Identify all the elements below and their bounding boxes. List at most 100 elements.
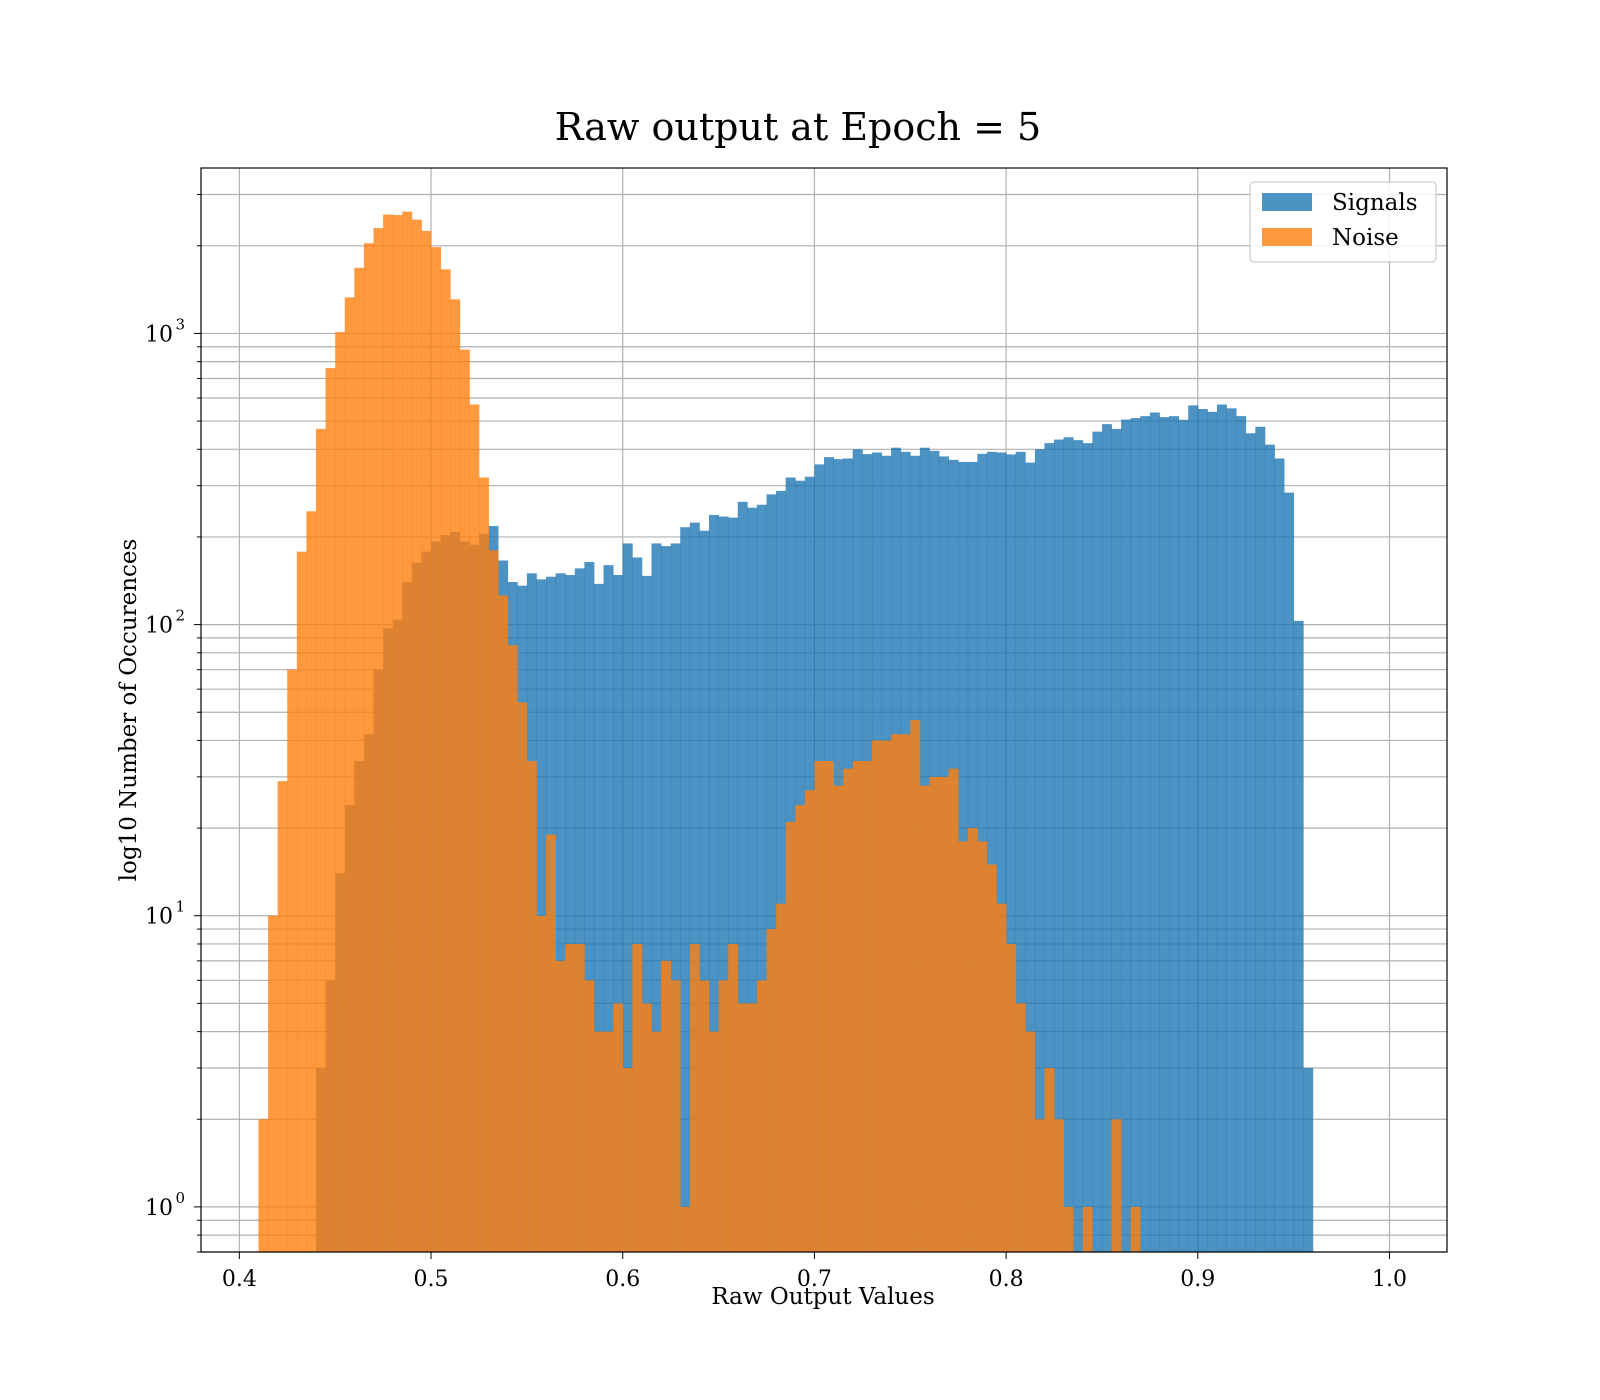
bar-signals [1149,412,1160,1252]
bar-signals [613,575,624,1252]
bar-noise [1015,1003,1026,1252]
bar-noise [507,645,518,1252]
bar-noise [795,805,806,1252]
x-tick-label: 0.9 [1180,1267,1215,1292]
histogram-bars [258,211,1314,1253]
bar-noise [450,299,461,1252]
y-tick-label-exponent: 3 [175,315,185,333]
bar-noise [680,1206,691,1252]
y-tick-label-exponent: 0 [175,1189,185,1207]
bar-signals [986,451,997,1252]
bar-noise [392,215,403,1252]
bar-signals [1178,419,1189,1253]
bar-noise [555,960,566,1252]
bar-noise [536,915,547,1252]
bar-noise [421,230,432,1253]
bar-noise [411,219,422,1252]
bar-signals [737,501,748,1252]
bar-noise [977,841,988,1252]
bar-signals [1130,418,1141,1252]
bar-signals [1034,449,1045,1252]
bar-noise [718,980,729,1252]
plot-frame [200,167,1448,1253]
bar-signals [603,565,614,1252]
bar-noise [268,915,279,1252]
bar-signals [574,568,585,1252]
bar-noise [708,1031,719,1252]
bar-signals [1073,440,1084,1252]
bar-noise [881,740,892,1252]
bar-noise [958,841,969,1252]
bar-signals [728,517,739,1252]
bar-noise [287,669,298,1252]
bar-noise [824,761,834,1252]
bar-signals [1169,416,1180,1252]
bar-noise [804,790,815,1252]
bar-noise [871,740,882,1252]
bar-noise [1063,1206,1074,1252]
bar-noise [440,269,451,1252]
bar-noise [766,929,777,1252]
bar-signals [1025,462,1036,1252]
bar-signals [670,543,681,1252]
bar-noise [335,332,346,1253]
y-tick-label: 10 [145,905,173,930]
bar-signals [1216,404,1227,1253]
bar-noise [641,1003,652,1252]
bar-noise [517,702,528,1252]
bar-noise [1034,1119,1045,1252]
bar-signals [1207,411,1218,1252]
bar-noise [910,720,921,1252]
bar-noise [1054,1119,1065,1252]
bar-signals [1264,444,1275,1252]
bar-noise [670,980,681,1252]
bar-signals [1063,437,1074,1252]
bar-noise [699,980,710,1252]
bar-signals [1159,417,1170,1252]
bar-signals [593,583,604,1252]
bar-noise [488,550,499,1252]
bar-noise [929,776,940,1252]
bar-noise [900,734,911,1252]
bar-noise [747,1003,758,1252]
bar-signals [1245,433,1256,1252]
bar-signals [689,522,700,1252]
bar-noise [296,551,307,1252]
bar-signals [1197,409,1208,1252]
x-tick-label: 0.8 [989,1267,1024,1292]
bar-signals [718,516,729,1252]
bar-noise [1025,1031,1036,1252]
bar-noise [852,761,863,1252]
bar-noise [498,595,509,1252]
x-tick-label: 0.5 [414,1267,449,1292]
y-tick-label: 10 [145,322,173,347]
bar-signals [555,573,566,1252]
bar-noise [1044,1067,1055,1252]
bar-noise [986,864,997,1252]
bar-signals [680,527,691,1252]
bar-noise [661,960,672,1252]
bar-signals [1101,424,1112,1252]
bar-signals [1188,405,1199,1252]
bar-noise [459,349,470,1252]
series-noise [258,211,1141,1253]
bar-noise [1006,943,1017,1252]
bar-signals [536,579,547,1252]
bar-noise [593,1031,604,1252]
bar-signals [1006,454,1017,1252]
bar-signals [1236,416,1247,1252]
bar-noise [833,785,844,1252]
bar-signals [1121,419,1132,1253]
bar-noise [1111,1119,1122,1252]
bar-noise [689,943,700,1252]
bar-noise [603,1031,614,1252]
bar-noise [632,943,643,1252]
bar-noise [478,477,489,1252]
bar-noise [996,903,1007,1252]
x-tick-label: 0.6 [605,1267,640,1292]
bar-noise [402,211,413,1252]
legend-swatch-noise [1262,228,1312,246]
bar-signals [661,546,672,1252]
bar-noise [814,761,825,1252]
